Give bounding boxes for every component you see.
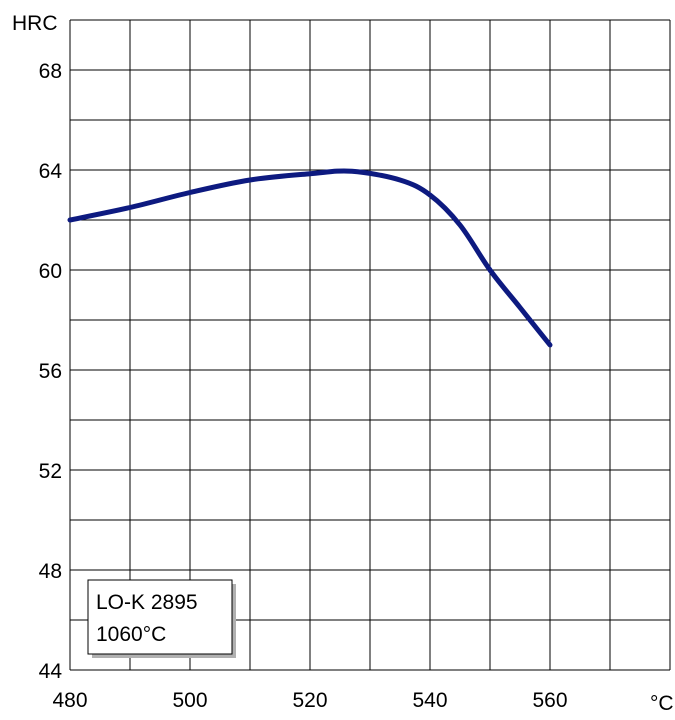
x-tick-label: 560: [532, 689, 567, 712]
x-tick-label: 480: [52, 689, 87, 712]
grid: [69, 19, 671, 671]
legend-line-2: 1060°C: [96, 623, 166, 646]
legend-frame: [87, 579, 233, 655]
y-tick-label: 60: [39, 260, 62, 283]
y-tick-label: 64: [39, 160, 63, 183]
x-tick-label: 520: [292, 689, 327, 712]
x-tick-label: 500: [172, 689, 207, 712]
y-tick-label: 48: [39, 560, 62, 583]
legend-line-1: LO-K 2895: [96, 591, 198, 614]
x-tick-labels: 480 500 520 540 560: [52, 689, 567, 712]
legend-box: LO-K 2895 1060°C: [87, 579, 236, 658]
y-tick-label: 44: [39, 660, 63, 683]
y-tick-labels: 44 48 52 56 60 64 68: [39, 60, 63, 683]
x-axis-unit: °C: [650, 692, 674, 715]
y-tick-label: 68: [39, 60, 62, 83]
series-line: [67, 168, 553, 348]
x-tick-label: 540: [412, 689, 447, 712]
y-tick-label: 56: [39, 360, 62, 383]
y-tick-label: 52: [39, 460, 62, 483]
y-axis-unit: HRC: [12, 12, 58, 35]
